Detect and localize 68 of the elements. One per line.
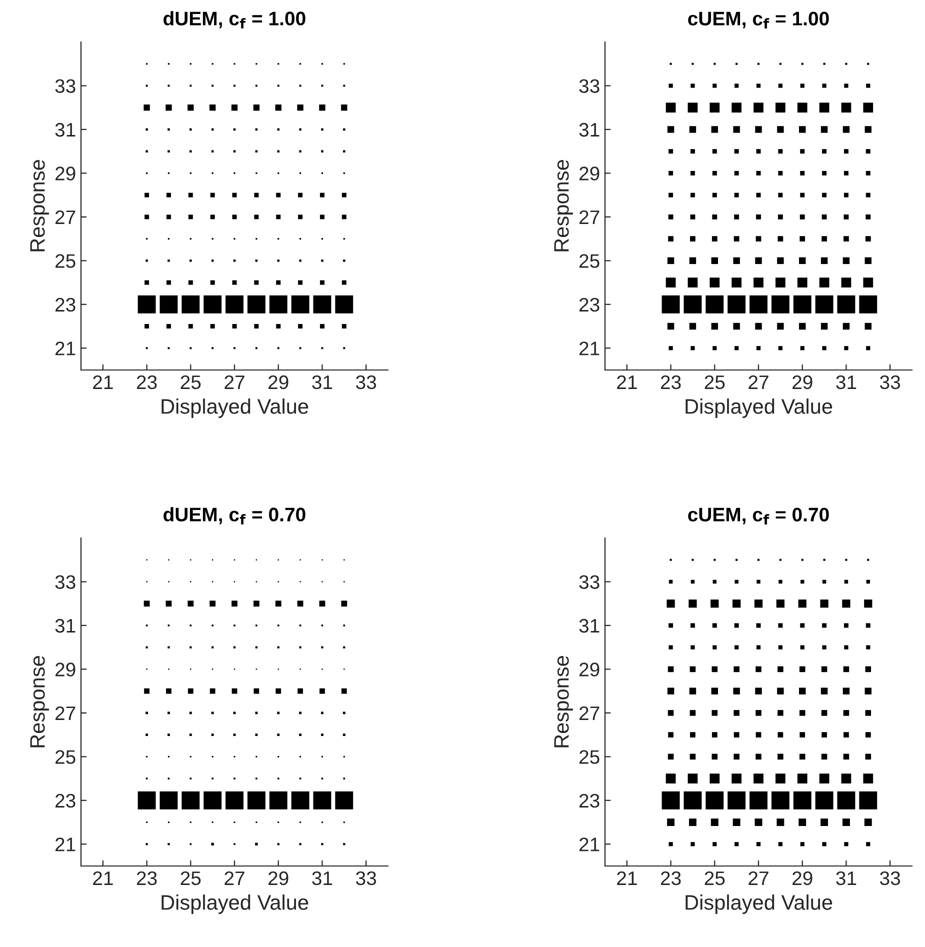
y-tick-label: 21 bbox=[579, 838, 600, 852]
y-tick-label: 23 bbox=[55, 794, 76, 808]
x-tick-label: 29 bbox=[792, 375, 812, 390]
x-tick-label: 31 bbox=[836, 871, 856, 886]
y-axis-title: Response bbox=[554, 656, 573, 748]
x-tick-label: 27 bbox=[224, 871, 244, 885]
y-tick-label: 31 bbox=[55, 618, 76, 633]
chart-title: cUEM, c$_{f}$ = 0.70 bbox=[688, 508, 829, 524]
chart-title: dUEM, c$_{f}$ = 0.70 bbox=[164, 507, 306, 524]
y-tick-label: 29 bbox=[579, 662, 600, 676]
y-tick-label: 25 bbox=[55, 254, 76, 268]
y-tick-label: 21 bbox=[55, 838, 76, 852]
y-tick-label: 31 bbox=[579, 618, 600, 633]
y-tick-label: 31 bbox=[579, 122, 600, 137]
y-tick-label: 33 bbox=[55, 575, 76, 589]
x-tick-label: 33 bbox=[356, 871, 376, 886]
x-axis-title: Displayed Value bbox=[162, 894, 308, 914]
x-tick-label: 27 bbox=[224, 375, 244, 389]
x-tick-label: 23 bbox=[136, 375, 157, 390]
y-tick-label: 33 bbox=[55, 79, 76, 93]
y-tick-label: 29 bbox=[579, 166, 600, 180]
x-tick-label: 25 bbox=[704, 871, 725, 886]
y-tick-label: 27 bbox=[579, 210, 600, 224]
x-tick-label: 21 bbox=[617, 375, 637, 389]
x-tick-label: 33 bbox=[880, 871, 900, 886]
x-tick-label: 31 bbox=[312, 375, 332, 390]
x-tick-label: 25 bbox=[704, 375, 725, 390]
y-axis-title: Response bbox=[30, 656, 49, 748]
x-tick-label: 25 bbox=[180, 375, 201, 390]
x-tick-label: 29 bbox=[792, 871, 812, 886]
y-tick-label: 23 bbox=[579, 794, 600, 808]
y-tick-label: 31 bbox=[55, 122, 76, 137]
y-tick-label: 21 bbox=[55, 342, 76, 356]
y-tick-label: 27 bbox=[579, 706, 600, 720]
x-tick-label: 21 bbox=[617, 871, 637, 885]
x-tick-label: 31 bbox=[836, 375, 856, 390]
y-tick-label: 25 bbox=[579, 254, 600, 268]
y-tick-label: 33 bbox=[579, 79, 600, 93]
y-axis-title: Response bbox=[554, 160, 573, 252]
chart-title: dUEM, c$_{f}$ = 1.00 bbox=[164, 11, 306, 28]
y-tick-label: 25 bbox=[55, 750, 76, 764]
x-tick-label: 27 bbox=[748, 375, 768, 389]
y-tick-label: 23 bbox=[55, 298, 76, 312]
x-axis-title: Displayed Value bbox=[686, 894, 832, 914]
x-tick-label: 27 bbox=[748, 871, 768, 885]
x-tick-label: 33 bbox=[880, 375, 900, 390]
x-tick-label: 23 bbox=[136, 871, 157, 886]
chart-title: cUEM, c$_{f}$ = 1.00 bbox=[688, 12, 829, 28]
x-tick-label: 31 bbox=[312, 871, 332, 886]
x-tick-label: 23 bbox=[660, 375, 681, 390]
x-tick-label: 29 bbox=[268, 375, 288, 390]
y-tick-label: 33 bbox=[579, 575, 600, 589]
y-axis-title: Response bbox=[30, 160, 49, 252]
x-tick-label: 33 bbox=[356, 375, 376, 390]
y-tick-label: 25 bbox=[579, 750, 600, 764]
y-tick-label: 21 bbox=[579, 342, 600, 356]
y-tick-label: 29 bbox=[55, 662, 76, 676]
x-tick-label: 29 bbox=[268, 871, 288, 886]
y-tick-label: 23 bbox=[579, 298, 600, 312]
y-tick-label: 29 bbox=[55, 166, 76, 180]
x-axis-title: Displayed Value bbox=[686, 398, 832, 418]
x-axis-title: Displayed Value bbox=[162, 398, 308, 418]
x-tick-label: 21 bbox=[93, 375, 113, 389]
y-tick-label: 27 bbox=[55, 706, 76, 720]
y-tick-label: 27 bbox=[55, 210, 76, 224]
x-tick-label: 21 bbox=[93, 871, 113, 885]
x-tick-label: 25 bbox=[180, 871, 201, 886]
x-tick-label: 23 bbox=[660, 871, 681, 886]
